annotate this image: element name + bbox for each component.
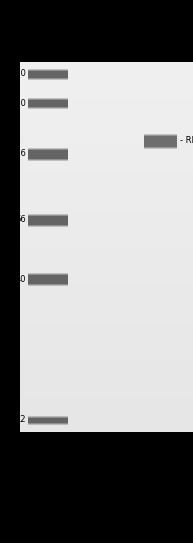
Text: 116: 116 <box>10 149 26 159</box>
Text: 180: 180 <box>10 98 26 108</box>
Text: 230: 230 <box>10 70 26 79</box>
Text: 12: 12 <box>15 415 26 425</box>
Text: - RECQL5: - RECQL5 <box>180 136 193 146</box>
Text: 40: 40 <box>15 275 26 283</box>
Text: 66: 66 <box>15 216 26 224</box>
